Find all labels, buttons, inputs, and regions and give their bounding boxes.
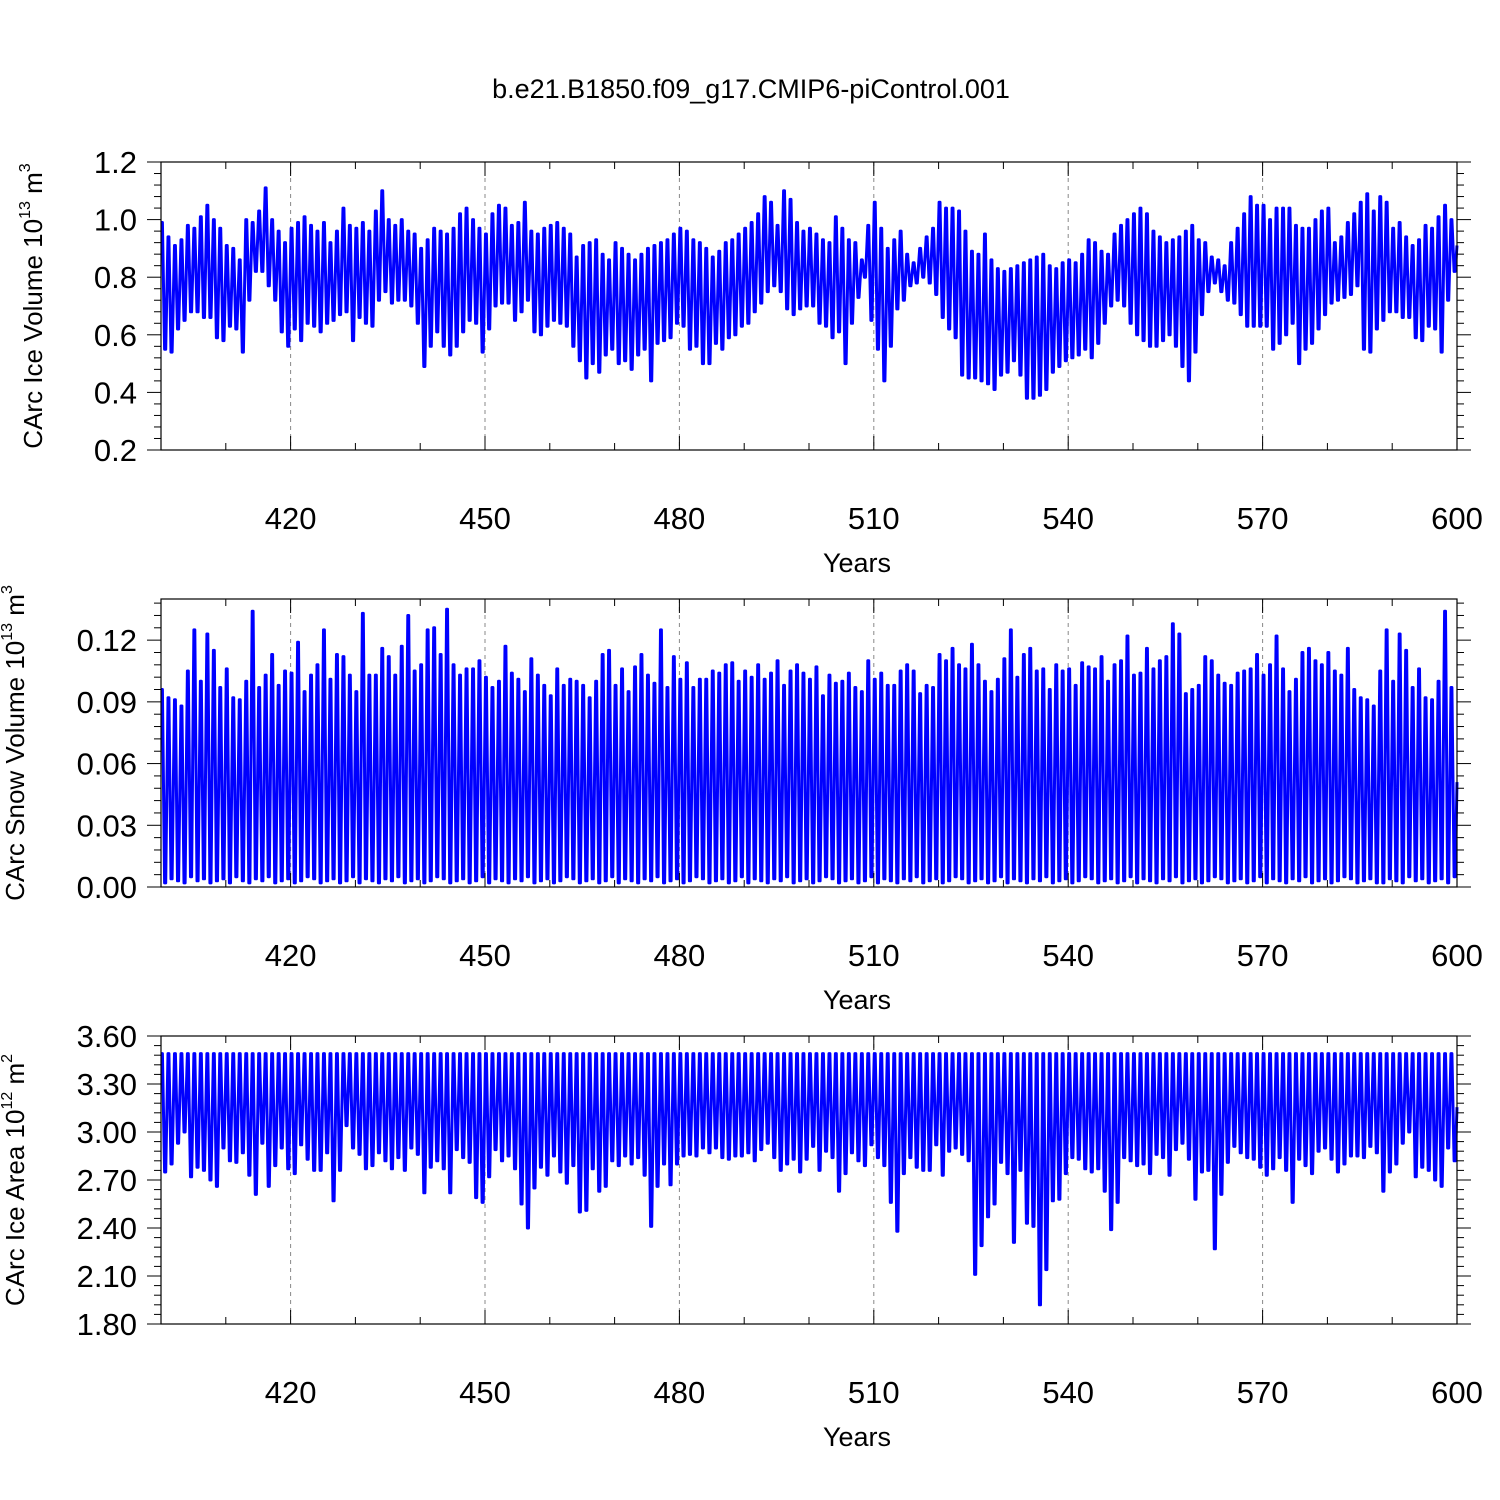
x-tick-label: 570 [1237, 501, 1289, 536]
figure-title: b.e21.B1850.f09_g17.CMIP6-piControl.001 [492, 74, 1010, 104]
y-tick-label: 0.03 [77, 808, 137, 843]
x-tick-label: 420 [265, 1375, 317, 1410]
y-tick-label: 3.30 [77, 1067, 137, 1102]
series-line-3 [160, 1052, 1459, 1307]
y-axis-label: CArc Ice Volume 1013 m3 [17, 163, 48, 448]
panel-1: 420 450 480 510 540 570 600 0.2 0.4 0.6 0.8 1.0 1.2 Y… [17, 145, 1483, 578]
y-tick-label: 2.70 [77, 1163, 137, 1198]
y-tick-label: 1.2 [94, 145, 137, 180]
x-tick-label: 450 [459, 938, 511, 973]
y-axis-label-main: CArc Ice Volume 10 [18, 219, 48, 449]
y-axis-label-exponent: 13 [17, 201, 34, 219]
series-line-2 [160, 607, 1459, 885]
y-tick-label: 0.4 [94, 375, 137, 410]
panels: 420 450 480 510 540 570 600 0.2 0.4 0.6 0.8 1.0 1.2 Y… [0, 145, 1483, 1452]
x-tick-label: 600 [1431, 1375, 1483, 1410]
y-axis-label-unit: m [0, 594, 30, 623]
y-tick-label: 0.00 [77, 870, 137, 905]
x-tick-label: 540 [1042, 938, 1094, 973]
y-tick-label: 2.40 [77, 1211, 137, 1246]
panel-3: 420 450 480 510 540 570 600 1.80 2.10 2.40 2.70 3.0… [0, 1019, 1483, 1452]
y-tick-label: 1.0 [94, 203, 137, 238]
x-tick-label: 450 [459, 1375, 511, 1410]
y-tick-label: 0.8 [94, 260, 137, 295]
x-tick-label: 510 [848, 938, 900, 973]
y-tick-label: 3.60 [77, 1019, 137, 1054]
y-axis-label-unit: m [0, 1063, 30, 1092]
y-axis-label: CArc Snow Volume 1013 m3 [0, 585, 30, 901]
y-tick-label: 1.80 [77, 1307, 137, 1342]
y-tick-label: 0.06 [77, 747, 137, 782]
y-axis-label-exponent: 13 [0, 623, 16, 641]
y-axis-label: CArc Ice Area 1012 m2 [0, 1054, 30, 1306]
y-axis-label-unit-exponent: 3 [17, 163, 34, 172]
series-line-1 [160, 186, 1459, 400]
x-axis-label: Years [823, 1422, 891, 1452]
x-tick-label: 510 [848, 501, 900, 536]
y-axis-label-unit: m [18, 172, 48, 201]
y-axis-label-main: CArc Snow Volume 10 [0, 641, 30, 901]
x-tick-label: 420 [265, 938, 317, 973]
y-tick-label: 0.12 [77, 623, 137, 658]
y-tick-label: 0.2 [94, 433, 137, 468]
y-axis-label-main: CArc Ice Area 10 [0, 1110, 30, 1307]
y-axis-label-unit-exponent: 3 [0, 585, 16, 594]
panel-2: 420 450 480 510 540 570 600 0.00 0.03 0.06 0.09 0.1… [0, 585, 1483, 1015]
y-tick-label: 0.6 [94, 318, 137, 353]
x-tick-label: 420 [265, 501, 317, 536]
x-tick-label: 480 [654, 501, 706, 536]
y-tick-label: 2.10 [77, 1259, 137, 1294]
y-axis-label-exponent: 12 [0, 1092, 16, 1110]
x-tick-label: 600 [1431, 938, 1483, 973]
y-tick-label: 3.00 [77, 1115, 137, 1150]
x-tick-label: 540 [1042, 501, 1094, 536]
x-tick-label: 480 [654, 938, 706, 973]
x-tick-label: 570 [1237, 1375, 1289, 1410]
y-tick-label: 0.09 [77, 685, 137, 720]
x-tick-label: 450 [459, 501, 511, 536]
x-tick-label: 480 [654, 1375, 706, 1410]
x-tick-label: 510 [848, 1375, 900, 1410]
x-axis-label: Years [823, 548, 891, 578]
x-tick-label: 600 [1431, 501, 1483, 536]
x-tick-label: 570 [1237, 938, 1289, 973]
x-tick-label: 540 [1042, 1375, 1094, 1410]
x-axis-label: Years [823, 985, 891, 1015]
y-axis-label-unit-exponent: 2 [0, 1054, 16, 1063]
